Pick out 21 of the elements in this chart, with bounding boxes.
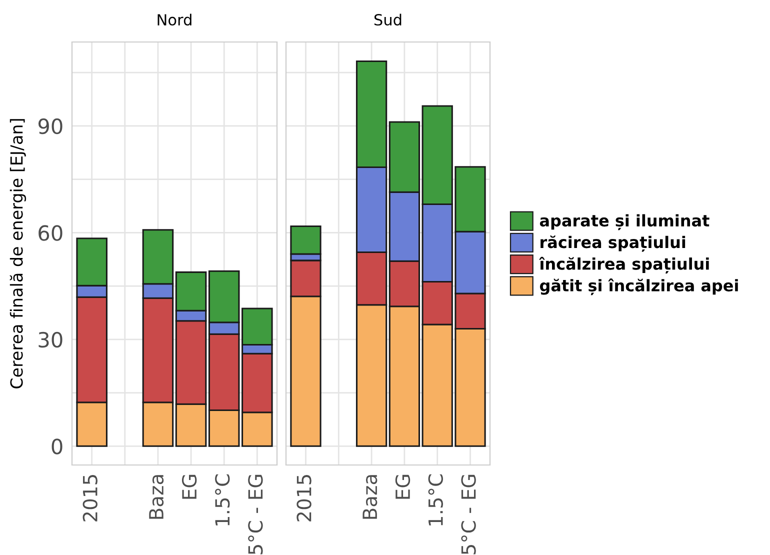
- x-tick-label: EG: [182, 474, 197, 499]
- x-tick-label: Baza: [149, 475, 164, 519]
- y-tick-label: 90: [38, 118, 62, 134]
- y-axis-title: Cererea finală de energie [EJ/an]: [10, 119, 26, 388]
- x-tick-label: Baza: [362, 475, 378, 519]
- chart-title: Sud: [374, 14, 402, 26]
- legend-label: aparate și iluminat: [540, 214, 710, 230]
- x-tick-label: 1.5°C: [215, 474, 230, 526]
- chart-title: Nord: [158, 14, 192, 26]
- x-tick-label: 1.5°C: [428, 474, 443, 526]
- x-tick-label: 5°C - EG: [461, 474, 476, 554]
- legend-label: răcirea spațiului: [540, 235, 686, 252]
- legend-label: încălzirea spațiului: [539, 256, 709, 274]
- legend-label: gătit și încălzirea apei: [540, 278, 738, 296]
- x-tick-label: 2015: [82, 475, 98, 522]
- y-tick-label: 60: [38, 225, 62, 241]
- x-tick-label: EG: [395, 474, 410, 499]
- x-tick-label: 2015: [296, 475, 312, 522]
- y-tick-label: 0: [52, 438, 62, 454]
- x-tick-label: 5°C - EG: [248, 474, 263, 554]
- y-tick-label: 30: [38, 332, 62, 348]
